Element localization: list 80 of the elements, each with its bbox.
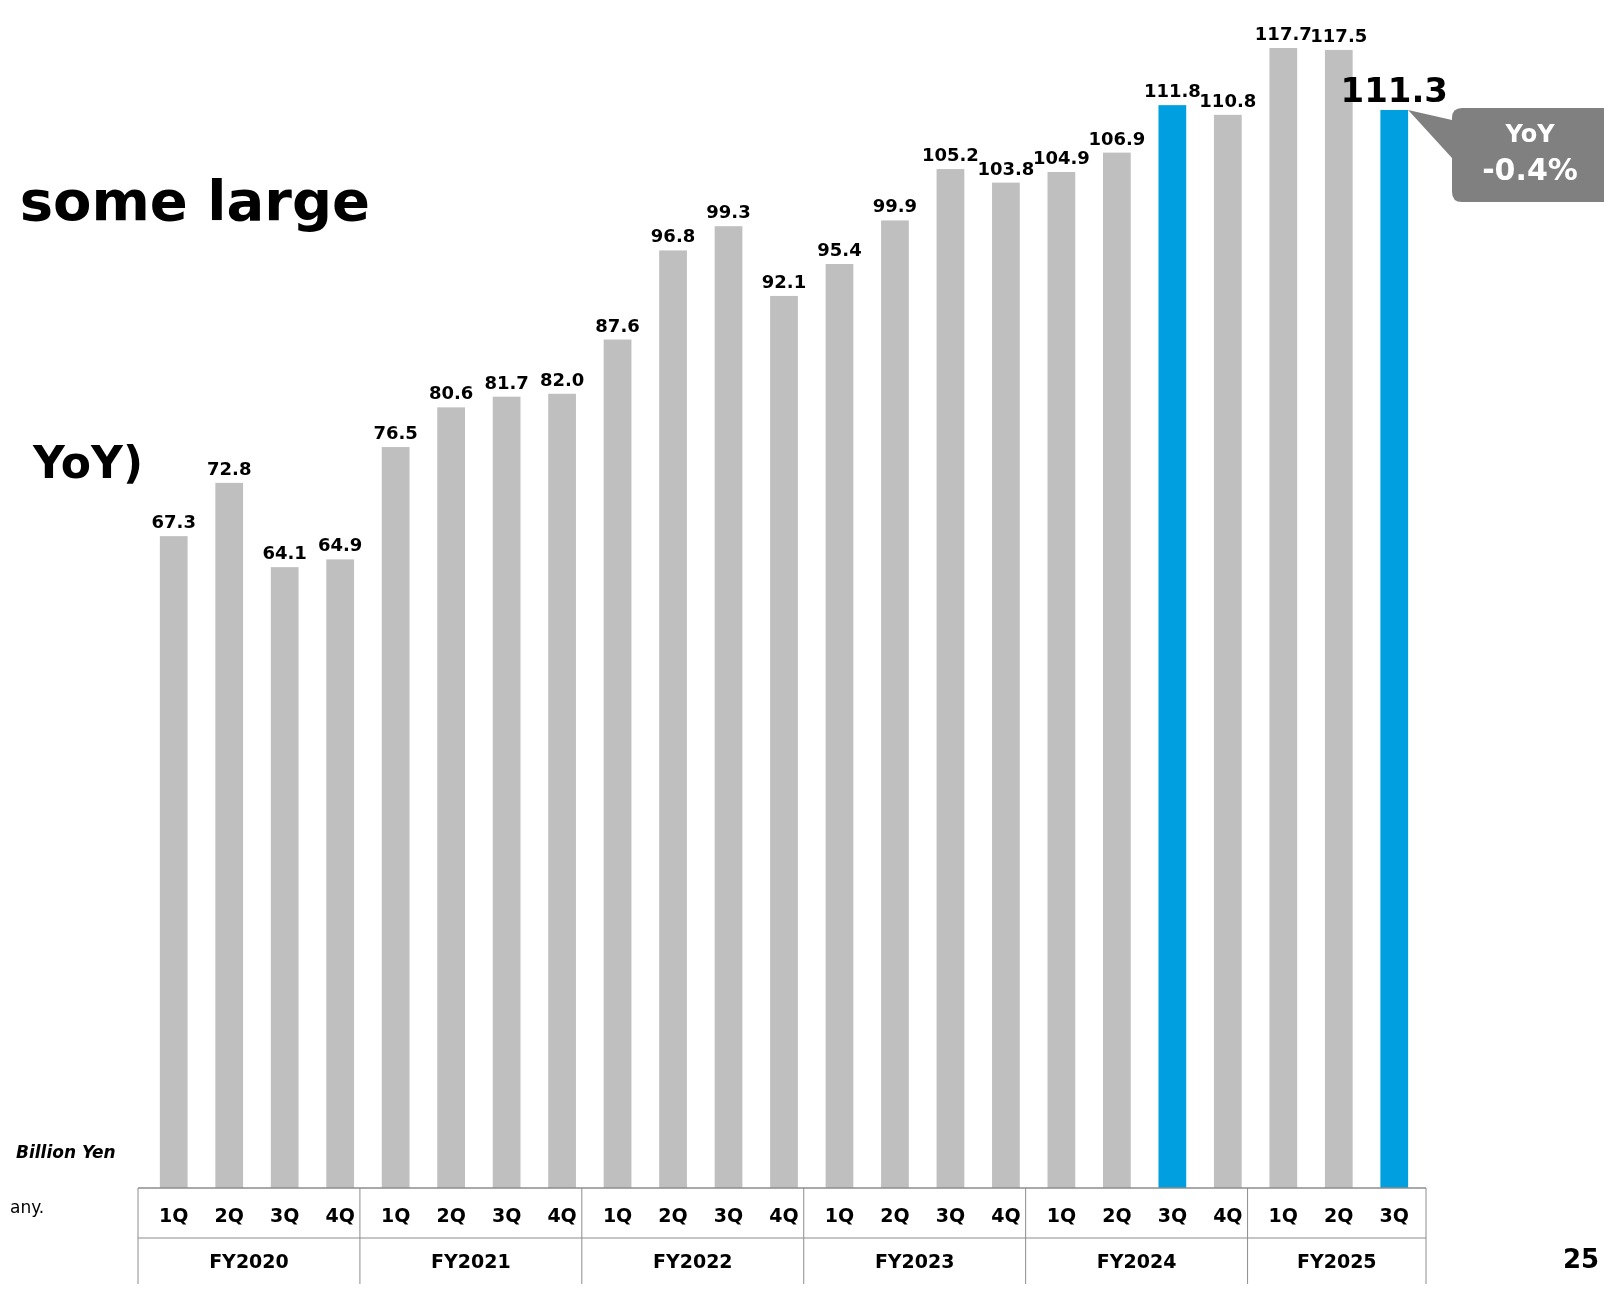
bar	[992, 182, 1020, 1188]
bar	[1047, 171, 1076, 1188]
data-label: 105.2	[921, 144, 979, 166]
x-tick-label: 3Q	[1157, 1204, 1188, 1226]
bar	[548, 393, 576, 1188]
x-tick-label: 1Q	[824, 1204, 855, 1226]
text: any.	[10, 1197, 45, 1217]
text: YoY -0.4%	[1482, 120, 1578, 187]
x-tick-label: 4Q	[769, 1204, 799, 1226]
data-label: 111.3	[1340, 69, 1449, 110]
x-tick-label: 1Q	[1046, 1204, 1077, 1226]
data-label: 111.8	[1143, 80, 1201, 102]
x-tick-label: 3Q	[935, 1204, 966, 1226]
bar	[1158, 105, 1187, 1188]
text: YoY)	[31, 437, 143, 488]
x-tick-label: 4Q	[547, 1204, 577, 1226]
data-label: 99.9	[872, 195, 918, 217]
text: FY2023	[874, 1250, 955, 1272]
bar	[326, 559, 355, 1188]
x-tick-label: 1Q	[1268, 1204, 1298, 1226]
bar	[659, 250, 687, 1188]
data-label: 64.1	[262, 542, 307, 564]
data-label: 99.3	[706, 201, 751, 223]
data-label: 92.1	[761, 270, 807, 292]
bar	[437, 407, 465, 1188]
x-tick-label: 2Q	[880, 1204, 910, 1226]
x-tick-label: 3Q	[1379, 1204, 1409, 1226]
bar	[1269, 48, 1298, 1188]
data-label: 117.7	[1254, 23, 1312, 44]
data-label: 72.8	[207, 457, 252, 479]
bar	[936, 169, 965, 1188]
bar	[1213, 114, 1242, 1188]
bar	[825, 263, 854, 1188]
bar	[1103, 152, 1131, 1189]
x-tick-label: 4Q	[1213, 1204, 1243, 1226]
bar	[270, 567, 299, 1188]
y-axis-title: Billion Yen	[16, 1142, 116, 1162]
data-label: 81.7	[484, 371, 529, 393]
data-label: 117.5	[1310, 24, 1368, 46]
x-tick-label: 3Q	[713, 1204, 744, 1226]
data-label: 80.6	[428, 382, 474, 404]
x-tick-label: 1Q	[602, 1204, 633, 1226]
x-tick-label: 2Q	[1324, 1204, 1354, 1226]
text: FY2021	[431, 1250, 511, 1272]
x-tick-label: 3Q	[491, 1204, 522, 1226]
data-label: 87.6	[595, 314, 640, 336]
bar	[1380, 109, 1409, 1188]
data-label: 67.3	[151, 511, 196, 533]
data-label: 76.5	[373, 422, 418, 444]
data-label: 103.8	[977, 157, 1035, 179]
text: FY2022	[652, 1250, 733, 1272]
data-label: 104.9	[1032, 146, 1090, 168]
data-label: 95.4	[817, 238, 862, 260]
bar	[603, 339, 632, 1188]
bar	[159, 536, 188, 1188]
bar	[770, 295, 798, 1188]
bar	[215, 482, 244, 1188]
bar	[381, 447, 410, 1188]
text: 25	[1563, 1244, 1600, 1274]
bar	[714, 226, 743, 1188]
data-label: 96.8	[650, 225, 696, 247]
data-label: 82.0	[539, 368, 585, 390]
data-label: 64.9	[317, 534, 363, 556]
text: some large	[19, 168, 370, 233]
data-label: 106.9	[1088, 127, 1146, 149]
x-tick-label: 2Q	[214, 1204, 244, 1226]
data-label: 110.8	[1199, 89, 1257, 111]
text: FY2025	[1296, 1250, 1377, 1272]
x-tick-label: 1Q	[380, 1204, 411, 1226]
bar	[492, 396, 521, 1188]
x-tick-label: 4Q	[991, 1204, 1021, 1226]
x-tick-label: 2Q	[658, 1204, 688, 1226]
x-tick-label: 3Q	[270, 1204, 300, 1226]
text: FY2024	[1096, 1250, 1177, 1272]
text: FY2020	[209, 1250, 289, 1272]
x-tick-label: 1Q	[159, 1204, 189, 1226]
bar	[881, 220, 909, 1188]
x-tick-label: 2Q	[1102, 1204, 1132, 1226]
x-tick-label: 4Q	[325, 1204, 355, 1226]
x-tick-label: 2Q	[436, 1204, 466, 1226]
